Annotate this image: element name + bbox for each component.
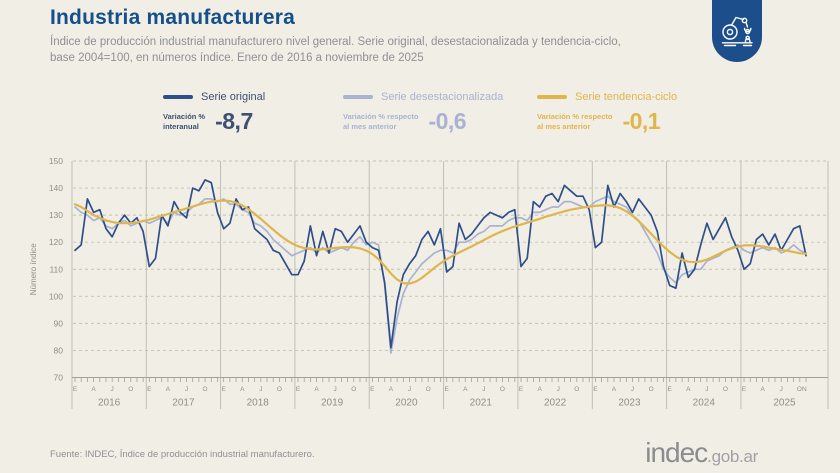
svg-text:E: E bbox=[742, 386, 747, 393]
svg-text:E: E bbox=[668, 386, 673, 393]
y-axis-title: Número índice bbox=[29, 243, 38, 296]
svg-text:2025: 2025 bbox=[773, 398, 796, 409]
line-chart-canvas: 70 80 90 100 110 120 130 140 150 E A J O E A J O E A J O E A J O… bbox=[29, 156, 829, 409]
svg-text:100: 100 bbox=[49, 291, 63, 301]
page-title: Industria manufacturera bbox=[50, 6, 295, 29]
production-index-chart: 70 80 90 100 110 120 130 140 150 E A J O E A J O E A J O E A J O… bbox=[0, 145, 840, 435]
svg-text:2018: 2018 bbox=[247, 398, 270, 409]
svg-text:A: A bbox=[389, 386, 394, 393]
serie-tendencia-ciclo-metric-label: Variación % respecto al mes anterior bbox=[537, 112, 613, 131]
svg-text:J: J bbox=[705, 386, 708, 393]
svg-text:A: A bbox=[314, 386, 319, 393]
svg-text:2020: 2020 bbox=[395, 398, 418, 409]
source-note: Fuente: INDEC, Índice de producción indu… bbox=[50, 449, 315, 460]
svg-text:70: 70 bbox=[54, 373, 64, 383]
svg-text:J: J bbox=[185, 386, 188, 393]
svg-text:A: A bbox=[166, 386, 171, 393]
svg-text:2024: 2024 bbox=[693, 398, 716, 409]
serie-tendencia-ciclo-swatch bbox=[537, 95, 567, 99]
svg-text:2017: 2017 bbox=[172, 398, 195, 409]
logo-gob-ar: .gob.ar bbox=[707, 447, 758, 466]
svg-text:E: E bbox=[147, 386, 152, 393]
svg-text:O: O bbox=[426, 386, 431, 393]
serie-tendencia-ciclo-variation-value: -0,1 bbox=[622, 108, 661, 134]
svg-text:O: O bbox=[500, 386, 505, 393]
year-separator-lines bbox=[71, 161, 829, 409]
series-desestacionalizada-line bbox=[74, 195, 807, 354]
svg-text:J: J bbox=[408, 386, 411, 393]
legend-serie-desestacionalizada: Serie desestacionalizada Variación % res… bbox=[343, 90, 535, 135]
svg-text:E: E bbox=[370, 386, 375, 393]
indec-theme-badge bbox=[712, 0, 762, 62]
legend-serie-tendencia-ciclo: Serie tendencia-ciclo Variación % respec… bbox=[537, 90, 727, 135]
serie-original-metric-label: Variación % interanual bbox=[163, 112, 206, 131]
svg-text:E: E bbox=[296, 386, 301, 393]
serie-tendencia-ciclo-label: Serie tendencia-ciclo bbox=[575, 91, 678, 103]
svg-text:A: A bbox=[91, 386, 96, 393]
chart-subtitle: Índice de producción industrial manufact… bbox=[50, 35, 710, 66]
svg-text:150: 150 bbox=[49, 156, 63, 166]
svg-text:E: E bbox=[222, 386, 227, 393]
serie-desestacionalizada-label: Serie desestacionalizada bbox=[381, 91, 504, 103]
svg-text:120: 120 bbox=[49, 237, 63, 247]
svg-text:80: 80 bbox=[54, 345, 64, 355]
svg-text:140: 140 bbox=[49, 183, 63, 193]
svg-text:O: O bbox=[649, 386, 654, 393]
svg-text:O: O bbox=[723, 386, 728, 393]
svg-text:2016: 2016 bbox=[98, 398, 121, 409]
svg-text:O: O bbox=[277, 386, 282, 393]
svg-text:2019: 2019 bbox=[321, 398, 344, 409]
svg-text:J: J bbox=[111, 386, 114, 393]
svg-text:A: A bbox=[760, 386, 765, 393]
svg-text:E: E bbox=[73, 386, 78, 393]
svg-text:130: 130 bbox=[49, 210, 63, 220]
serie-desestacionalizada-swatch bbox=[343, 95, 373, 99]
industrial-robot-arm-icon bbox=[721, 16, 753, 47]
svg-text:O: O bbox=[574, 386, 579, 393]
svg-text:O: O bbox=[351, 386, 356, 393]
svg-text:A: A bbox=[240, 386, 245, 393]
svg-text:E: E bbox=[593, 386, 598, 393]
year-labels: 2016 2017 2018 2019 2020 2021 2022 2023 2024 2025 bbox=[98, 398, 796, 409]
svg-text:2023: 2023 bbox=[618, 398, 641, 409]
serie-desestacionalizada-metric-label: Variación % respecto al mes anterior bbox=[343, 112, 419, 131]
svg-text:J: J bbox=[631, 386, 634, 393]
subtitle-line-1: Índice de producción industrial manufact… bbox=[50, 36, 621, 48]
svg-text:A: A bbox=[686, 386, 691, 393]
serie-original-swatch bbox=[163, 95, 193, 99]
svg-text:J: J bbox=[482, 386, 485, 393]
svg-text:2021: 2021 bbox=[470, 398, 493, 409]
x-axis bbox=[72, 377, 828, 382]
subtitle-line-2: base 2004=100, en números índice. Enero … bbox=[50, 51, 424, 64]
indec-gob-ar-logo: indec .gob.ar bbox=[645, 437, 758, 469]
logo-indec: indec bbox=[645, 437, 708, 468]
serie-original-variation-value: -8,7 bbox=[215, 108, 253, 134]
svg-text:A: A bbox=[612, 386, 617, 393]
y-axis-tick-labels: 70 80 90 100 110 120 130 140 150 bbox=[49, 156, 63, 383]
svg-text:O: O bbox=[203, 386, 208, 393]
svg-text:110: 110 bbox=[49, 264, 63, 274]
svg-text:90: 90 bbox=[54, 318, 64, 328]
svg-text:J: J bbox=[557, 386, 560, 393]
legend-serie-original: Serie original Variación % interanual -8… bbox=[163, 90, 338, 135]
svg-text:J: J bbox=[780, 386, 783, 393]
svg-text:J: J bbox=[334, 386, 337, 393]
series-tendencia-ciclo-line bbox=[73, 199, 808, 285]
svg-text:A: A bbox=[463, 386, 468, 393]
svg-text:E: E bbox=[445, 386, 450, 393]
svg-text:ON: ON bbox=[797, 386, 807, 393]
serie-original-label: Serie original bbox=[201, 91, 266, 103]
svg-text:A: A bbox=[537, 386, 542, 393]
svg-text:E: E bbox=[519, 386, 524, 393]
serie-desestacionalizada-variation-value: -0,6 bbox=[428, 108, 467, 134]
svg-text:2022: 2022 bbox=[544, 398, 567, 409]
svg-text:O: O bbox=[128, 386, 133, 393]
svg-text:J: J bbox=[259, 386, 262, 393]
